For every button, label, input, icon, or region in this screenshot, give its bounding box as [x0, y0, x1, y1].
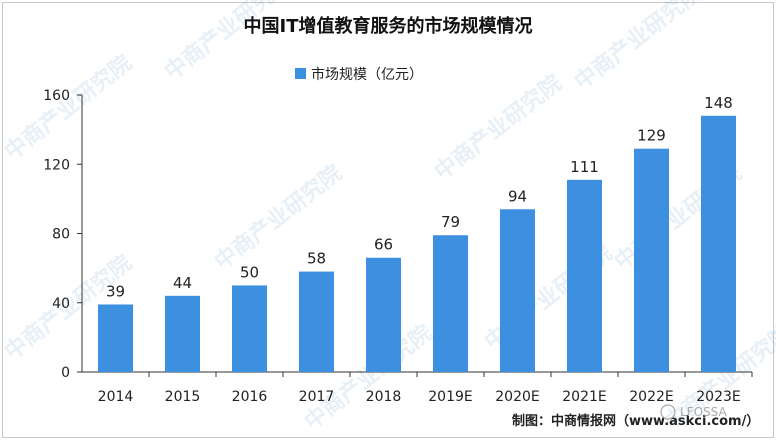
x-tick-label: 2020E: [495, 389, 539, 405]
legend-swatch: [295, 68, 306, 79]
x-tick-label: 2016: [232, 389, 268, 405]
signature: LFOSSA: [660, 404, 727, 420]
data-label: 79: [441, 213, 460, 231]
x-tick-label: 2019E: [428, 389, 472, 405]
x-axis-labels: 2014 2015 2016 2017 2018 2019E 2020E 2021E 2022E…: [98, 372, 753, 405]
chart-title: 中国IT增值教育服务的市场规模情况: [244, 15, 533, 37]
y-tick-label: 160: [43, 88, 70, 104]
data-label: 111: [570, 158, 599, 176]
bars: [98, 115, 736, 373]
x-tick-label: 2014: [98, 389, 134, 405]
bar: [98, 304, 133, 372]
legend: 市场规模（亿元）: [295, 66, 423, 83]
x-tick-label: 2017: [299, 389, 335, 405]
data-label: 66: [374, 236, 393, 254]
bar: [634, 148, 669, 372]
y-tick-label: 80: [52, 227, 70, 243]
data-label: 39: [106, 282, 125, 300]
x-tick-label: 2015: [165, 389, 201, 405]
data-label: 129: [637, 127, 666, 145]
bar: [701, 115, 736, 373]
bar: [433, 235, 468, 372]
data-label: 94: [508, 187, 527, 205]
bar: [567, 179, 602, 372]
x-tick-label: 2021E: [562, 389, 606, 405]
bar: [165, 295, 200, 372]
data-label: 44: [173, 274, 192, 292]
bar: [500, 209, 535, 372]
x-tick-label: 2023E: [696, 389, 740, 405]
signature-text: LFOSSA: [680, 405, 727, 419]
data-label: 58: [307, 250, 326, 268]
y-tick-label: 40: [52, 296, 70, 312]
value-labels: 39 44 50 58 66 79 94 111 129 148: [106, 94, 733, 301]
legend-label: 市场规模（亿元）: [311, 66, 423, 83]
bar: [366, 257, 401, 372]
wechat-icon: [660, 404, 676, 420]
bar: [299, 271, 334, 372]
source-note: 制图：中商情报网（www.askci.com/）: [512, 413, 759, 429]
x-tick-label: 2022E: [629, 389, 673, 405]
y-tick-label: 0: [61, 365, 70, 381]
y-axis-ticks: 0 40 80 120 160: [43, 88, 82, 381]
x-tick-label: 2018: [366, 389, 402, 405]
data-label: 148: [704, 94, 733, 112]
bar: [232, 285, 267, 372]
y-tick-label: 120: [43, 157, 70, 173]
data-label: 50: [240, 263, 259, 281]
